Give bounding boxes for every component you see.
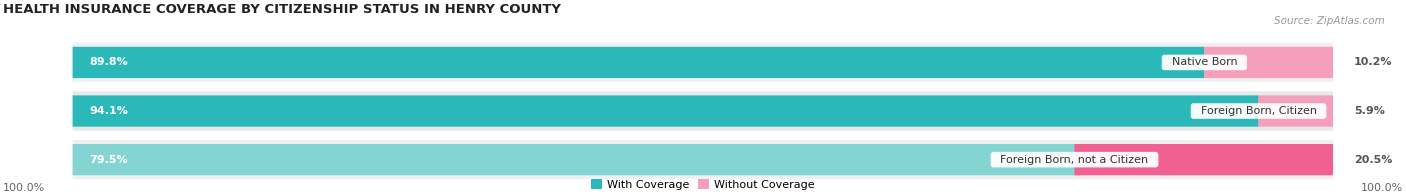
- Text: Source: ZipAtlas.com: Source: ZipAtlas.com: [1274, 16, 1385, 26]
- FancyBboxPatch shape: [73, 140, 1333, 179]
- FancyBboxPatch shape: [73, 91, 1333, 131]
- FancyBboxPatch shape: [1204, 47, 1333, 78]
- Text: Foreign Born, not a Citizen: Foreign Born, not a Citizen: [994, 155, 1156, 165]
- Text: 100.0%: 100.0%: [1361, 183, 1403, 193]
- Text: 100.0%: 100.0%: [3, 183, 45, 193]
- Text: 5.9%: 5.9%: [1354, 106, 1385, 116]
- Legend: With Coverage, Without Coverage: With Coverage, Without Coverage: [586, 175, 818, 194]
- Text: 10.2%: 10.2%: [1354, 57, 1392, 67]
- FancyBboxPatch shape: [73, 43, 1333, 82]
- FancyBboxPatch shape: [1074, 144, 1333, 175]
- Text: HEALTH INSURANCE COVERAGE BY CITIZENSHIP STATUS IN HENRY COUNTY: HEALTH INSURANCE COVERAGE BY CITIZENSHIP…: [3, 3, 561, 16]
- Text: 20.5%: 20.5%: [1354, 155, 1392, 165]
- FancyBboxPatch shape: [73, 47, 1205, 78]
- FancyBboxPatch shape: [73, 95, 1258, 127]
- Text: 94.1%: 94.1%: [90, 106, 128, 116]
- FancyBboxPatch shape: [73, 144, 1074, 175]
- Text: 79.5%: 79.5%: [90, 155, 128, 165]
- Text: Native Born: Native Born: [1164, 57, 1244, 67]
- FancyBboxPatch shape: [1258, 95, 1333, 127]
- Text: Foreign Born, Citizen: Foreign Born, Citizen: [1194, 106, 1323, 116]
- Text: 89.8%: 89.8%: [90, 57, 128, 67]
